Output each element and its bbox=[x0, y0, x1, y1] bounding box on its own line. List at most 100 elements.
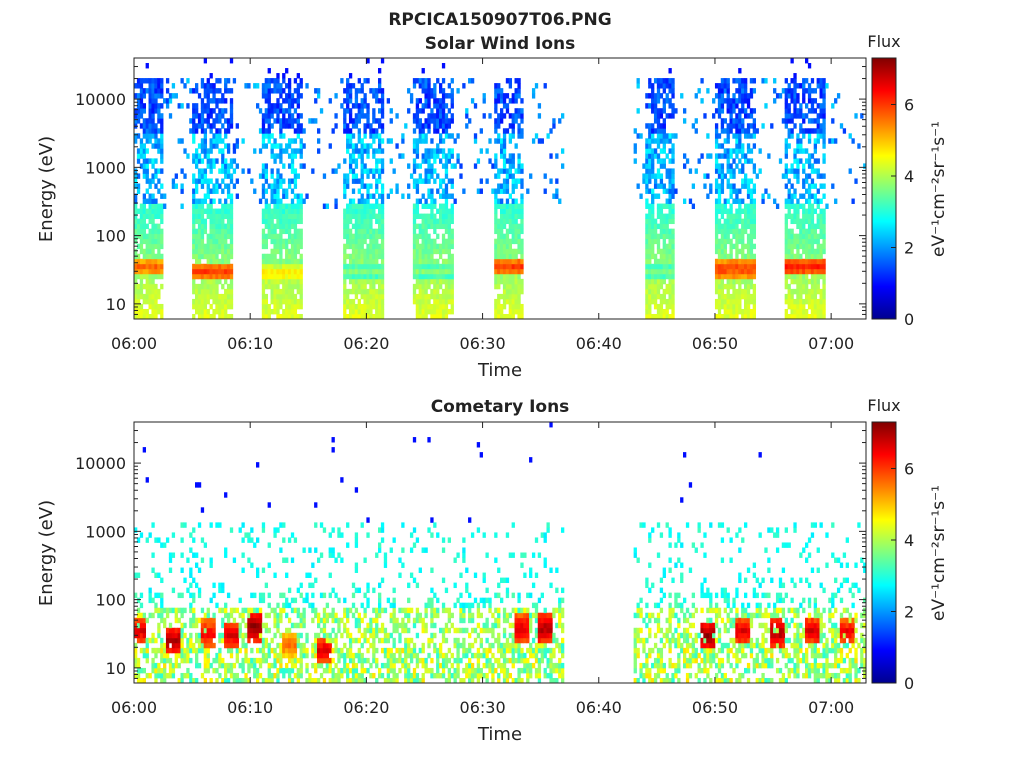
flux-cell bbox=[276, 273, 280, 280]
flux-cell bbox=[813, 183, 818, 189]
flux-cell bbox=[738, 293, 742, 300]
flux-cell bbox=[273, 228, 277, 235]
flux-cell bbox=[749, 298, 754, 305]
flux-cell bbox=[683, 118, 687, 124]
flux-cell bbox=[732, 283, 736, 290]
flux-cell bbox=[363, 143, 367, 149]
flux-cell bbox=[816, 283, 820, 290]
flux-cell bbox=[192, 223, 196, 230]
flux-cell bbox=[717, 218, 722, 225]
flux-cell bbox=[433, 313, 437, 320]
flux-cell bbox=[746, 143, 751, 149]
flux-cell bbox=[494, 103, 498, 109]
flux-cell bbox=[142, 617, 147, 624]
flux-cell bbox=[500, 223, 504, 230]
flux-cell bbox=[441, 233, 446, 240]
flux-cell bbox=[761, 198, 765, 204]
flux-cell bbox=[723, 238, 727, 245]
flux-cell bbox=[267, 93, 271, 99]
flux-cell bbox=[264, 313, 269, 320]
flux-cell bbox=[749, 178, 754, 184]
flux-cell bbox=[378, 218, 382, 225]
flux-cell bbox=[282, 288, 286, 295]
flux-cell bbox=[180, 168, 184, 174]
flux-cell bbox=[810, 103, 815, 109]
flux-cell bbox=[444, 173, 449, 179]
flux-cell bbox=[285, 148, 289, 154]
flux-cell bbox=[712, 113, 716, 119]
flux-cell bbox=[142, 238, 147, 245]
flux-cell bbox=[863, 163, 867, 169]
flux-cell bbox=[189, 617, 193, 624]
flux-cell bbox=[378, 133, 382, 139]
flux-cell bbox=[357, 208, 361, 214]
flux-cell bbox=[714, 228, 719, 235]
flux-cell bbox=[796, 163, 800, 169]
flux-cell bbox=[668, 83, 672, 89]
flux-cell bbox=[439, 118, 443, 124]
flux-cell bbox=[325, 203, 330, 209]
flux-cell bbox=[415, 233, 420, 240]
flux-cell bbox=[136, 622, 141, 629]
flux-cell bbox=[206, 617, 210, 624]
flux-cell bbox=[285, 123, 289, 129]
flux-cell bbox=[157, 203, 161, 209]
flux-cell bbox=[418, 313, 422, 320]
flux-cell bbox=[778, 158, 783, 164]
flux-cell bbox=[299, 293, 303, 300]
flux-cell bbox=[226, 632, 231, 639]
flux-cell bbox=[726, 223, 730, 230]
flux-cell bbox=[860, 113, 864, 119]
flux-cell bbox=[822, 118, 826, 124]
flux-cell bbox=[404, 123, 408, 129]
flux-cell bbox=[154, 592, 158, 599]
flux-cell bbox=[351, 213, 356, 220]
flux-cell bbox=[357, 248, 361, 255]
flux-cell bbox=[209, 313, 213, 320]
flux-cell bbox=[720, 298, 725, 305]
flux-cell bbox=[822, 213, 826, 220]
flux-cell bbox=[229, 178, 234, 184]
flux-cell bbox=[142, 233, 147, 240]
flux-cell bbox=[215, 293, 219, 300]
flux-cell bbox=[427, 193, 431, 199]
flux-cell bbox=[270, 308, 274, 315]
flux-cell bbox=[366, 113, 370, 119]
flux-cell bbox=[717, 113, 722, 119]
flux-cell bbox=[732, 263, 736, 270]
y-axis-label: Energy (eV) bbox=[36, 136, 57, 242]
flux-cell bbox=[720, 203, 725, 209]
flux-cell bbox=[418, 78, 422, 84]
flux-cell bbox=[346, 108, 350, 114]
flux-cell bbox=[343, 223, 347, 230]
flux-cell bbox=[738, 233, 742, 240]
flux-cell bbox=[505, 278, 510, 285]
flux-cell bbox=[273, 178, 277, 184]
flux-cell bbox=[497, 173, 501, 179]
flux-cell bbox=[363, 248, 367, 255]
flux-cell bbox=[717, 173, 722, 179]
flux-cell bbox=[505, 263, 510, 270]
flux-cell bbox=[192, 283, 196, 290]
flux-cell bbox=[154, 313, 158, 320]
flux-cell bbox=[651, 223, 655, 230]
flux-cell bbox=[157, 113, 161, 119]
flux-cell bbox=[720, 103, 725, 109]
flux-cell bbox=[749, 273, 754, 280]
flux-cell bbox=[264, 173, 269, 179]
flux-cell bbox=[229, 158, 234, 164]
flux-cell bbox=[494, 303, 498, 310]
flux-cell bbox=[139, 667, 144, 674]
flux-cell bbox=[212, 163, 216, 169]
flux-cell bbox=[447, 273, 452, 280]
flux-cell bbox=[142, 447, 147, 453]
flux-cell bbox=[807, 263, 812, 270]
flux-cell bbox=[671, 83, 675, 89]
flux-cell bbox=[366, 253, 370, 260]
flux-cell bbox=[357, 268, 361, 275]
flux-cell bbox=[656, 308, 661, 315]
flux-cell bbox=[656, 243, 661, 250]
flux-cell bbox=[720, 283, 725, 290]
flux-cell bbox=[819, 228, 823, 235]
flux-cell bbox=[735, 233, 739, 240]
